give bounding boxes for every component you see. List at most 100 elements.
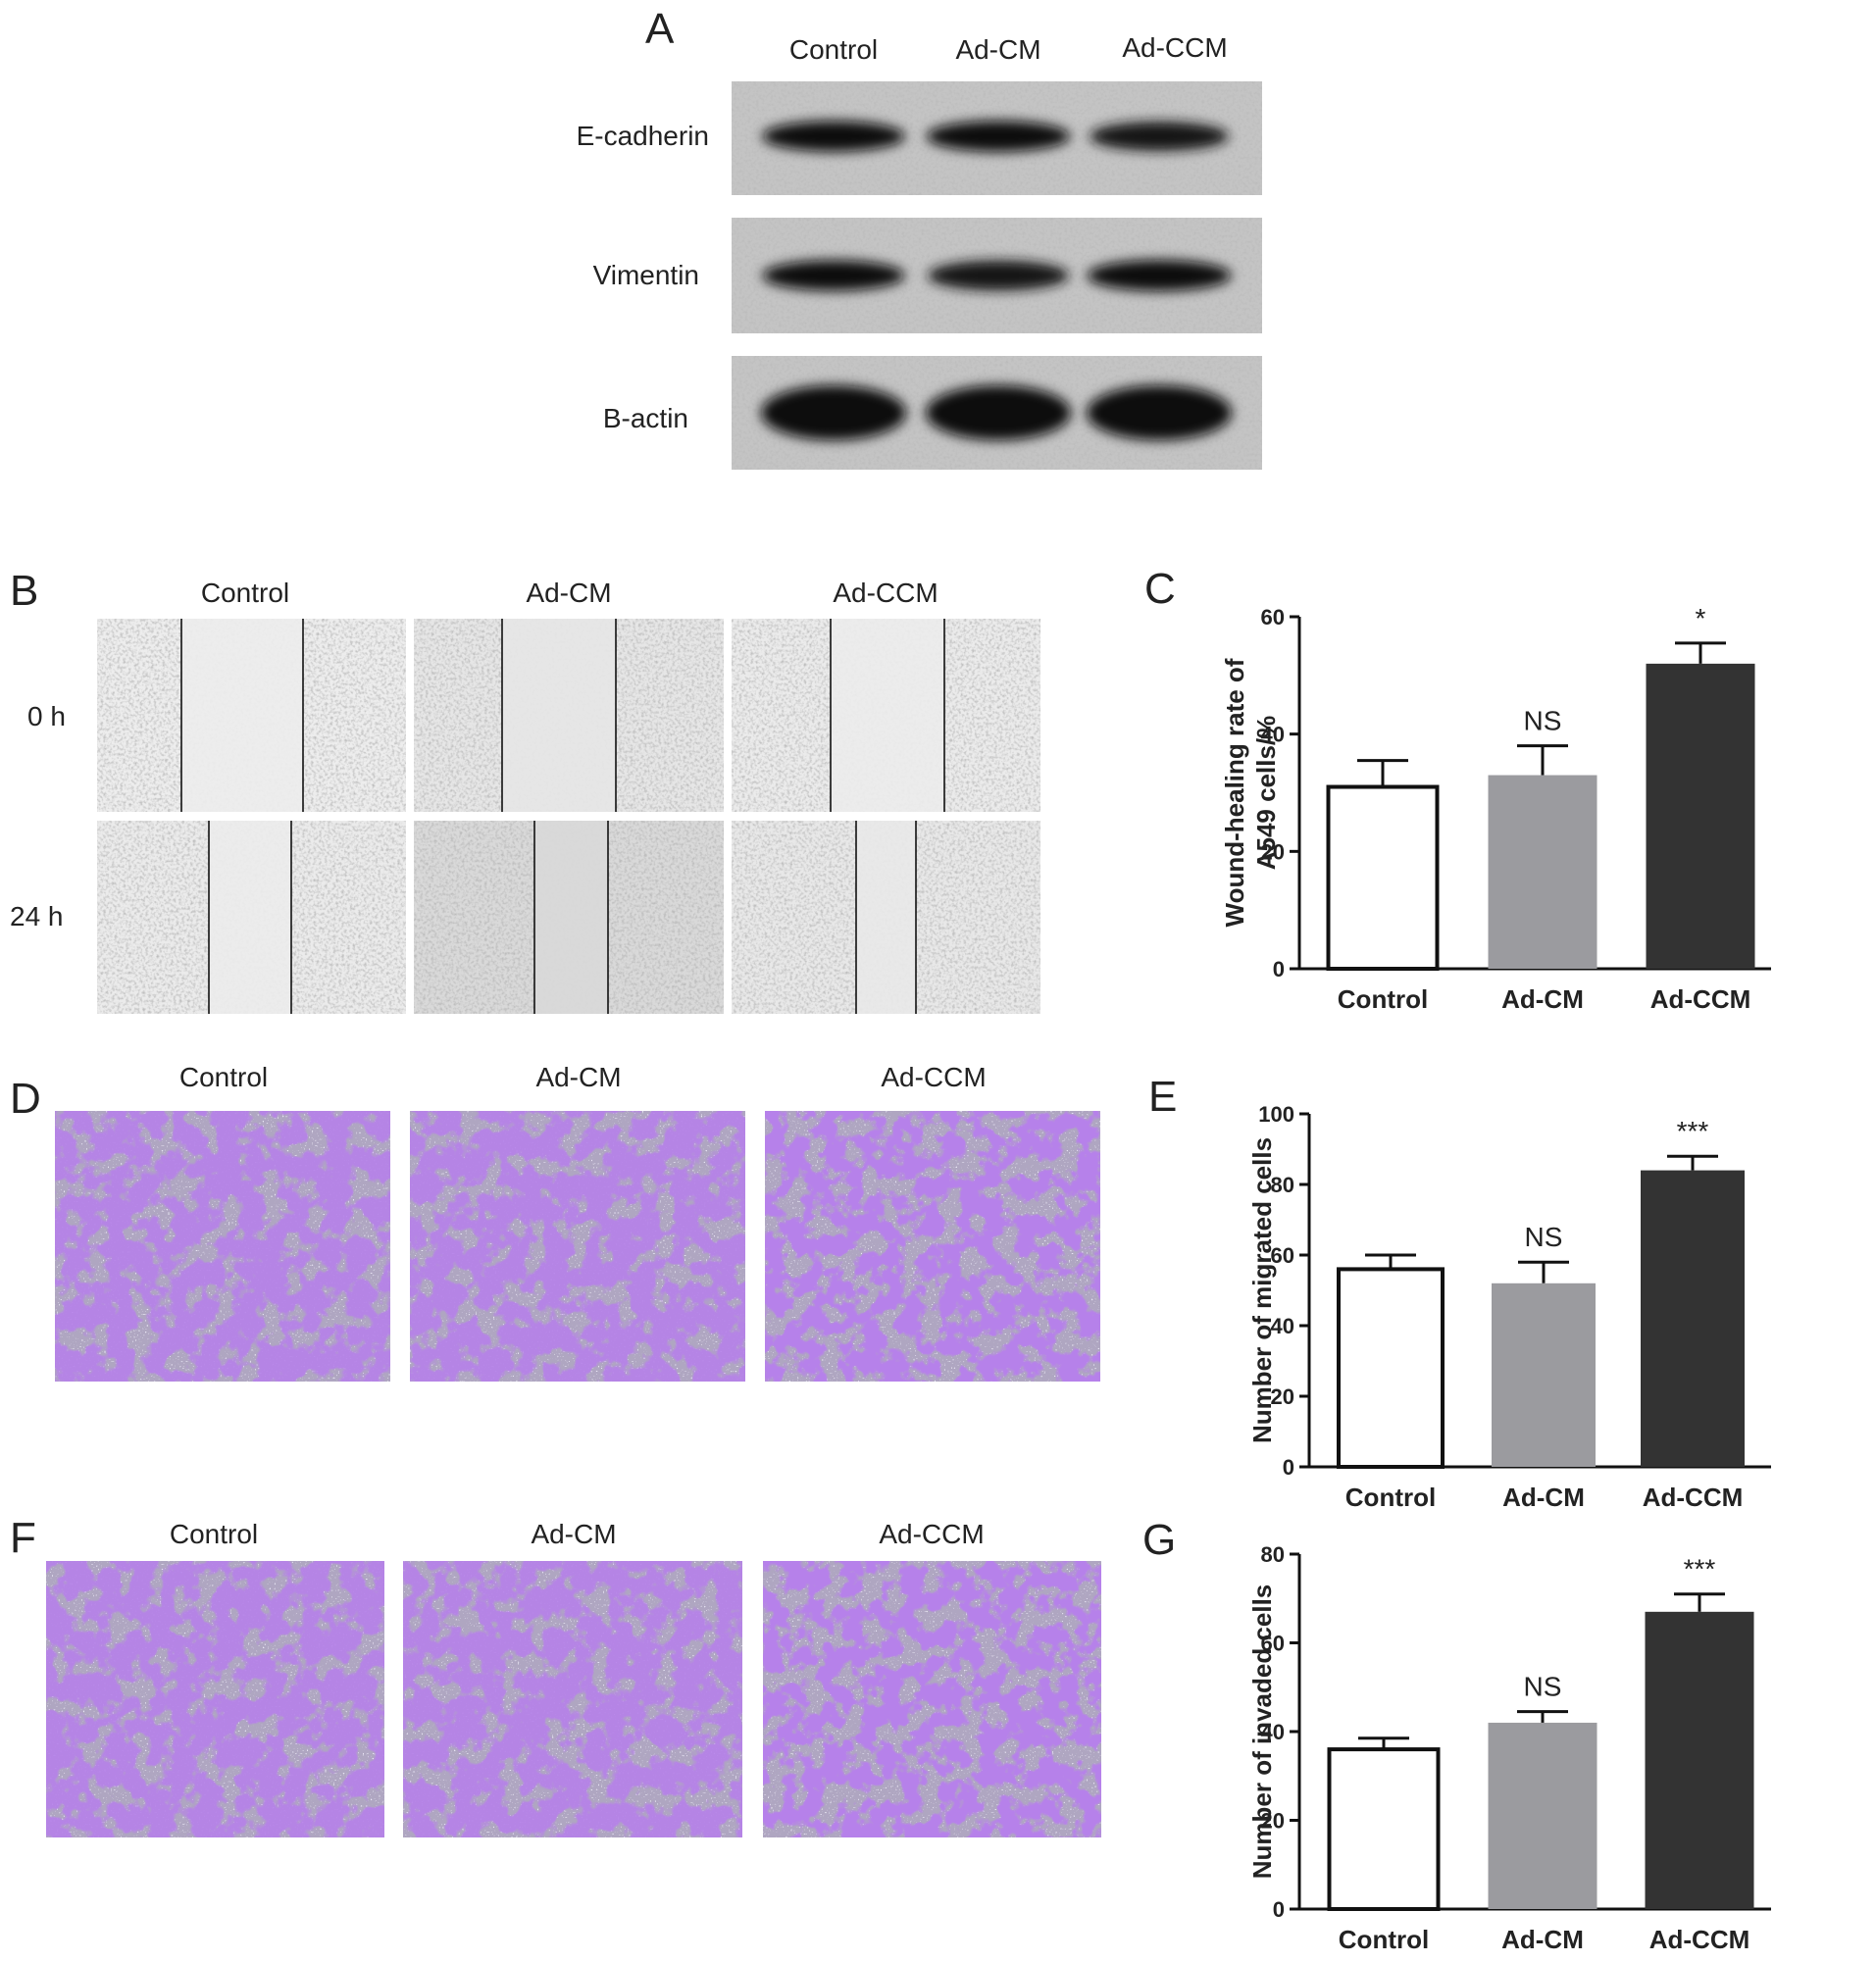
blot-band-e-cadherin-ad-ccm xyxy=(1090,122,1229,151)
panel-letter-f: F xyxy=(10,1514,36,1562)
invasion-col-control: Control xyxy=(170,1519,258,1549)
migration-image-ad-ccm xyxy=(765,1111,1100,1382)
invasion-micrographs xyxy=(46,1561,1101,1837)
migration-image-ad-cm xyxy=(410,1111,745,1382)
blot-strip-vimentin xyxy=(732,218,1262,333)
wound-healing-micrographs xyxy=(97,619,1040,1014)
chart-g-ytick-label: 40 xyxy=(1261,1720,1285,1744)
blot-lane-ad-cm: Ad-CM xyxy=(955,34,1040,65)
chart-g-category-ad-cm: Ad-CM xyxy=(1501,1925,1584,1954)
panel-letter-a: A xyxy=(645,5,675,53)
wound-image-0-h-control xyxy=(97,619,406,812)
chart-g-ytick-label: 20 xyxy=(1261,1809,1285,1834)
chart-g-significance-ad-ccm: *** xyxy=(1684,1554,1716,1585)
migration-column-headers: Control Ad-CM Ad-CCM xyxy=(179,1062,987,1092)
chart-c-ylabel-line1: Wound-healing rate of xyxy=(1220,658,1249,927)
wound-image-24-h-control xyxy=(97,821,406,1014)
bar-chart-wound-healing: C Wound-healing rate of A549 cells/% 0 20 40 6… xyxy=(1144,565,1771,1014)
migration-col-ad-cm: Ad-CM xyxy=(535,1062,621,1092)
chart-e-bar-ad-cm xyxy=(1492,1283,1596,1467)
wound-gap xyxy=(181,619,303,812)
wound-col-control: Control xyxy=(201,578,289,608)
chart-g-ytick-label: 60 xyxy=(1261,1632,1285,1656)
blot-band-b-actin-ad-ccm xyxy=(1087,385,1232,440)
stained-cells xyxy=(403,1561,742,1837)
chart-e-category-ad-cm: Ad-CM xyxy=(1502,1483,1585,1512)
stained-cells xyxy=(765,1111,1100,1382)
blot-band-b-actin-control xyxy=(761,385,906,440)
chart-c-bar-ad-ccm xyxy=(1646,663,1755,969)
migration-col-ad-ccm: Ad-CCM xyxy=(881,1062,986,1092)
chart-g-bar-ad-cm xyxy=(1488,1722,1597,1909)
blot-lane-control: Control xyxy=(789,34,878,65)
chart-c-ytick-label: 20 xyxy=(1261,839,1285,864)
chart-e-bar-ad-ccm xyxy=(1641,1170,1745,1467)
chart-g-bar-control xyxy=(1327,1747,1441,1911)
chart-g-ytick-label: 0 xyxy=(1273,1897,1285,1922)
invasion-image-ad-ccm xyxy=(763,1561,1101,1837)
wound-image-0-h-ad-ccm xyxy=(732,619,1040,812)
chart-c-ytick-label: 40 xyxy=(1261,723,1285,747)
wound-image-0-h-ad-cm xyxy=(414,619,724,812)
blot-band-vimentin-control xyxy=(762,260,905,291)
chart-c-significance-ad-ccm: * xyxy=(1696,603,1706,633)
chart-g-significance-ad-cm: NS xyxy=(1524,1672,1562,1702)
invasion-image-control xyxy=(46,1561,384,1837)
wound-row-24h: 24 h xyxy=(10,901,64,931)
panel-letter-c: C xyxy=(1144,565,1176,613)
blot-strip-b-actin xyxy=(732,356,1262,470)
chart-g-bar-ad-ccm xyxy=(1645,1611,1754,1909)
chart-c-ytick-label: 0 xyxy=(1273,957,1285,981)
wound-gap xyxy=(209,821,291,1014)
panel-letter-e: E xyxy=(1148,1073,1177,1121)
migration-col-control: Control xyxy=(179,1062,268,1092)
chart-c-bar-ad-cm xyxy=(1488,775,1597,969)
chart-c-bar-control xyxy=(1326,784,1440,971)
chart-c-category-ad-cm: Ad-CM xyxy=(1501,984,1584,1014)
wound-col-ad-ccm: Ad-CCM xyxy=(833,578,938,608)
blot-band-e-cadherin-control xyxy=(762,121,905,152)
chart-g-category-ad-ccm: Ad-CCM xyxy=(1649,1925,1750,1954)
wound-gap xyxy=(831,619,944,812)
wound-gap xyxy=(502,619,616,812)
panel-letter-d: D xyxy=(10,1075,41,1123)
blot-band-e-cadherin-ad-cm xyxy=(926,121,1071,152)
wound-column-headers: Control Ad-CM Ad-CCM xyxy=(201,578,938,608)
blot-label-vimentin: Vimentin xyxy=(593,260,699,290)
blot-band-vimentin-ad-ccm xyxy=(1087,260,1232,291)
chart-c-significance-ad-cm: NS xyxy=(1524,706,1562,736)
chart-e-ytick-label: 0 xyxy=(1283,1455,1294,1480)
chart-c-category-control: Control xyxy=(1338,984,1428,1014)
bar-chart-invaded-cells: G Number of invaded cells 0 20 40 60 80 Control… xyxy=(1142,1516,1771,1954)
chart-e-category-control: Control xyxy=(1345,1483,1436,1512)
chart-c-ylabel-line2: A549 cells/% xyxy=(1251,716,1281,871)
wound-gap xyxy=(856,821,916,1014)
chart-c-ytick-label: 60 xyxy=(1261,605,1285,629)
chart-e-significance-ad-cm: NS xyxy=(1525,1222,1563,1252)
chart-e-ytick-label: 80 xyxy=(1271,1173,1294,1197)
chart-e-ytick-label: 40 xyxy=(1271,1314,1294,1338)
panel-letter-g: G xyxy=(1142,1516,1176,1564)
blot-lane-ad-ccm: Ad-CCM xyxy=(1122,32,1227,63)
invasion-col-ad-ccm: Ad-CCM xyxy=(879,1519,984,1549)
chart-e-category-ad-ccm: Ad-CCM xyxy=(1643,1483,1744,1512)
wound-image-24-h-ad-ccm xyxy=(732,821,1040,1014)
blot-strip-e-cadherin xyxy=(732,81,1262,195)
wound-col-ad-cm: Ad-CM xyxy=(526,578,611,608)
wound-row-0h: 0 h xyxy=(27,701,66,731)
chart-e-ylabel: Number of migrated cells xyxy=(1247,1137,1277,1443)
western-blot: E-cadherin Vimentin B-actin xyxy=(577,81,1262,470)
chart-g-ytick-label: 80 xyxy=(1261,1542,1285,1567)
migration-micrographs xyxy=(55,1111,1100,1382)
invasion-column-headers: Control Ad-CM Ad-CCM xyxy=(170,1519,985,1549)
wound-image-24-h-ad-cm xyxy=(414,821,724,1014)
blot-label-b-actin: B-actin xyxy=(603,403,688,433)
chart-e-ytick-label: 60 xyxy=(1271,1243,1294,1268)
panel-letter-b: B xyxy=(10,567,38,615)
chart-e-bar-control xyxy=(1337,1267,1445,1470)
invasion-col-ad-cm: Ad-CM xyxy=(531,1519,616,1549)
migration-image-control xyxy=(55,1111,390,1382)
blot-band-vimentin-ad-cm xyxy=(928,260,1069,291)
